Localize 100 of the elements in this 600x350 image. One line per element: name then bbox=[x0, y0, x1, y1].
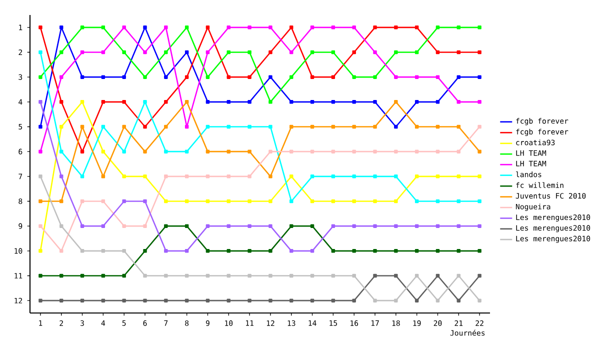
point bbox=[248, 75, 252, 79]
point bbox=[122, 50, 126, 54]
point bbox=[436, 298, 440, 302]
point bbox=[436, 100, 440, 104]
point bbox=[101, 274, 106, 278]
point bbox=[310, 174, 314, 178]
point bbox=[436, 50, 440, 54]
point bbox=[394, 26, 398, 30]
point bbox=[122, 199, 126, 204]
point bbox=[184, 75, 189, 79]
point bbox=[226, 100, 231, 104]
point bbox=[268, 26, 272, 30]
point bbox=[436, 174, 440, 178]
point bbox=[143, 150, 147, 154]
point bbox=[38, 224, 42, 228]
point bbox=[352, 26, 356, 30]
point bbox=[268, 249, 272, 253]
point bbox=[122, 75, 126, 79]
point bbox=[38, 174, 42, 178]
point bbox=[80, 224, 84, 228]
point bbox=[478, 50, 482, 54]
point bbox=[122, 298, 126, 302]
point bbox=[352, 274, 356, 278]
point bbox=[478, 199, 482, 204]
point bbox=[59, 274, 64, 278]
point bbox=[226, 224, 231, 228]
point bbox=[184, 224, 189, 228]
point bbox=[143, 50, 147, 54]
point bbox=[248, 100, 252, 104]
point bbox=[331, 150, 336, 154]
point bbox=[456, 26, 461, 30]
point bbox=[373, 274, 377, 278]
point bbox=[164, 26, 168, 30]
point bbox=[414, 274, 419, 278]
point bbox=[101, 224, 106, 228]
point bbox=[289, 124, 294, 129]
point bbox=[248, 224, 252, 228]
point bbox=[143, 124, 147, 129]
point bbox=[101, 174, 106, 178]
point bbox=[59, 224, 64, 228]
point bbox=[184, 26, 189, 30]
point bbox=[184, 274, 189, 278]
point bbox=[310, 75, 314, 79]
point bbox=[122, 249, 126, 253]
point bbox=[352, 298, 356, 302]
point bbox=[38, 75, 42, 79]
point bbox=[80, 199, 84, 204]
point bbox=[226, 26, 231, 30]
point bbox=[59, 124, 64, 129]
point bbox=[184, 199, 189, 204]
point bbox=[101, 100, 106, 104]
point bbox=[226, 150, 231, 154]
point bbox=[373, 26, 377, 30]
point bbox=[414, 50, 419, 54]
point bbox=[206, 150, 210, 154]
point bbox=[38, 150, 42, 154]
point bbox=[164, 224, 168, 228]
point bbox=[394, 298, 398, 302]
point bbox=[373, 174, 377, 178]
point bbox=[456, 75, 461, 79]
point bbox=[331, 199, 336, 204]
point bbox=[478, 26, 482, 30]
point bbox=[456, 199, 461, 204]
point bbox=[394, 124, 398, 129]
point bbox=[331, 75, 336, 79]
point bbox=[184, 150, 189, 154]
point bbox=[248, 26, 252, 30]
point bbox=[122, 274, 126, 278]
point bbox=[478, 298, 482, 302]
point bbox=[59, 298, 64, 302]
point bbox=[436, 124, 440, 129]
point bbox=[436, 199, 440, 204]
point bbox=[456, 274, 461, 278]
point bbox=[38, 26, 42, 30]
point bbox=[38, 199, 42, 204]
point bbox=[456, 50, 461, 54]
point bbox=[373, 224, 377, 228]
point bbox=[143, 75, 147, 79]
point bbox=[80, 174, 84, 178]
point bbox=[268, 174, 272, 178]
point bbox=[436, 75, 440, 79]
point bbox=[352, 50, 356, 54]
point bbox=[80, 26, 84, 30]
point bbox=[394, 75, 398, 79]
point bbox=[352, 199, 356, 204]
point bbox=[80, 50, 84, 54]
point bbox=[101, 150, 106, 154]
point bbox=[456, 174, 461, 178]
point bbox=[226, 124, 231, 129]
point bbox=[143, 199, 147, 204]
point bbox=[478, 124, 482, 129]
point bbox=[80, 100, 84, 104]
point bbox=[59, 150, 64, 154]
point bbox=[289, 298, 294, 302]
point bbox=[289, 174, 294, 178]
point bbox=[226, 75, 231, 79]
point bbox=[268, 224, 272, 228]
point bbox=[478, 75, 482, 79]
point bbox=[352, 100, 356, 104]
point bbox=[80, 150, 84, 154]
